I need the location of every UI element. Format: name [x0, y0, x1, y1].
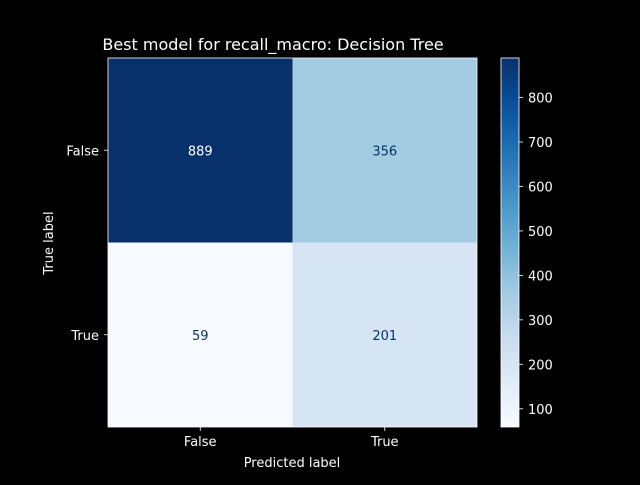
heatmap-cell — [108, 58, 293, 243]
cell-value-label: 889 — [188, 144, 213, 159]
cell-value-labels: 889 356 59 201 — [188, 144, 397, 344]
colorbar-tick-label: 700 — [528, 136, 553, 151]
colorbar-tick-label: 300 — [528, 314, 553, 329]
chart-title: Best model for recall_macro: Decision Tr… — [102, 35, 443, 55]
y-axis: False True — [66, 144, 108, 344]
x-axis: False True — [184, 427, 399, 450]
x-tick-label: False — [184, 435, 217, 450]
heatmap-cell — [292, 242, 477, 427]
cell-value-label: 59 — [192, 329, 209, 344]
colorbar-tick-label: 800 — [528, 92, 553, 107]
plot-frame — [107, 57, 478, 428]
colorbar: 100 200 300 400 500 600 700 800 — [500, 57, 553, 428]
y-tick-label: True — [70, 329, 99, 344]
colorbar-frame — [500, 57, 520, 428]
colorbar-tick-label: 600 — [528, 180, 553, 195]
colorbar-tick-label: 100 — [528, 403, 553, 418]
x-tick-label: True — [370, 435, 399, 450]
heatmap-cell — [108, 242, 293, 427]
colorbar-tick-label: 200 — [528, 358, 553, 373]
colorbar-tick-label: 400 — [528, 269, 553, 284]
heatmap-cells — [107, 57, 478, 428]
colorbar-tick-label: 500 — [528, 225, 553, 240]
heatmap-cell — [292, 58, 477, 243]
x-axis-label: Predicted label — [244, 456, 341, 471]
y-axis-label: True label — [42, 211, 57, 275]
cell-value-label: 201 — [372, 329, 397, 344]
cell-value-label: 356 — [372, 144, 397, 159]
colorbar-gradient — [501, 58, 519, 427]
y-tick-label: False — [66, 144, 99, 159]
